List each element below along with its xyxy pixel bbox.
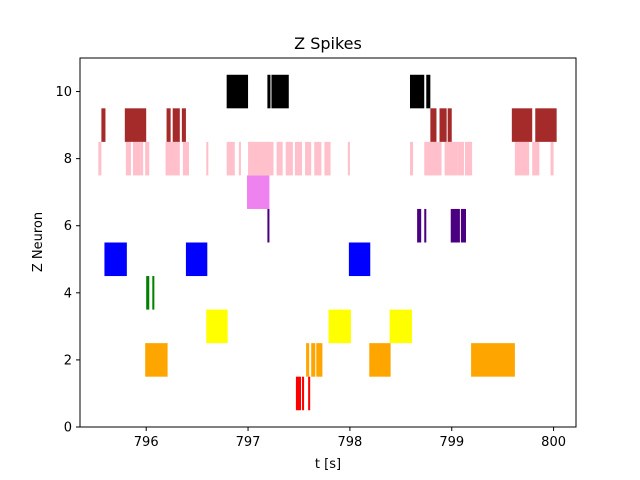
x-axis-label: t [s] [315,457,341,472]
spike-bar-neuron-9-7 [447,108,452,142]
x-tick-label: 800 [541,435,566,450]
spike-bar-neuron-8-22 [457,141,464,176]
spike-bar-neuron-2-3 [316,343,323,377]
spike-bar-neuron-8-21 [444,141,458,176]
spike-bar-neuron-6-2 [424,208,427,243]
spike-bar-neuron-9-8 [511,108,533,142]
spike-bar-neuron-8-2 [132,141,141,176]
spike-bar-neuron-10-2 [271,74,289,109]
spike-bar-neuron-4-1 [152,276,155,310]
spike-bar-neuron-8-5 [165,141,180,176]
spike-bar-neuron-10-0 [226,74,249,109]
y-tick-label: 0 [64,421,72,436]
spike-bar-neuron-8-20 [424,141,442,176]
y-tick-label: 4 [64,286,72,301]
x-tick-label: 798 [337,435,362,450]
y-tick-label: 10 [55,85,72,100]
spike-bar-neuron-2-1 [306,343,310,377]
spike-bar-neuron-6-4 [460,208,466,243]
spike-bar-neuron-6-1 [417,208,422,243]
spike-bar-neuron-8-11 [267,141,274,176]
spike-bar-neuron-10-4 [426,74,431,109]
spike-bar-neuron-8-14 [294,141,303,176]
spike-bar-neuron-3-1 [328,309,351,344]
spike-bar-neuron-2-4 [369,343,391,377]
spike-bars [98,74,557,411]
spike-bar-neuron-9-4 [181,108,186,142]
x-tick-label: 796 [134,435,159,450]
spike-bar-neuron-9-9 [535,108,557,142]
spike-bar-neuron-8-25 [532,141,540,176]
spike-bar-neuron-6-3 [450,208,460,243]
spike-bar-neuron-8-9 [238,141,241,176]
x-tick-label: 799 [439,435,464,450]
chart-title: Z Spikes [294,34,362,53]
x-tick-label: 797 [236,435,261,450]
spike-bar-neuron-8-6 [182,141,189,176]
spike-bar-neuron-9-5 [430,108,437,142]
spike-bar-neuron-8-1 [125,141,131,176]
spike-bar-neuron-8-19 [409,141,414,176]
spike-bar-neuron-2-0 [145,343,168,377]
spike-bar-neuron-8-17 [324,141,331,176]
y-tick-label: 2 [64,353,72,368]
spike-bar-neuron-9-2 [166,108,171,142]
x-axis-ticks: 796 797 798 799 800 [134,427,566,450]
spike-bar-neuron-10-1 [267,74,271,109]
plot-frame [79,57,577,428]
spike-bar-neuron-8-7 [206,141,209,176]
spike-bar-neuron-9-6 [439,108,447,142]
spike-bar-neuron-5-0 [104,242,127,277]
spike-bar-neuron-8-16 [314,141,322,176]
spike-bar-neuron-2-5 [471,343,515,377]
spike-bar-neuron-8-0 [98,141,102,176]
spike-bar-neuron-8-4 [145,141,150,176]
spike-bar-neuron-3-2 [389,309,413,344]
spike-bar-neuron-10-3 [409,74,425,109]
spike-bar-neuron-8-13 [285,141,293,176]
spike-bar-neuron-8-12 [276,141,283,176]
y-axis-ticks: 0 2 4 6 8 10 [55,85,80,436]
y-tick-label: 8 [64,152,72,167]
spike-bar-neuron-8-8 [226,141,235,176]
spike-bar-neuron-5-1 [185,242,208,277]
spike-bar-neuron-9-1 [124,108,147,142]
spike-bar-neuron-8-26 [550,141,554,176]
spike-bar-neuron-8-18 [347,141,350,176]
spike-bar-neuron-4-0 [146,276,150,310]
spike-bar-neuron-5-2 [348,242,371,277]
spike-bar-neuron-8-3 [140,141,144,176]
spike-bar-neuron-9-3 [172,108,180,142]
spike-bar-neuron-1-0 [295,376,302,411]
spike-bar-neuron-8-10 [248,141,269,176]
y-axis-label: Z Neuron [31,212,46,272]
spike-bar-neuron-2-2 [311,343,316,377]
spike-bar-neuron-6-0 [267,208,270,243]
spike-bar-neuron-9-0 [101,108,106,142]
spike-bar-neuron-8-23 [464,141,473,176]
spike-bar-neuron-1-2 [308,376,311,411]
spike-bar-neuron-8-24 [514,141,530,176]
spike-bar-neuron-3-0 [206,309,228,344]
spike-bar-neuron-8-15 [305,141,312,176]
spike-bar-neuron-1-1 [302,376,305,411]
spike-bar-neuron-7-0 [247,175,270,209]
y-tick-label: 6 [64,219,72,234]
